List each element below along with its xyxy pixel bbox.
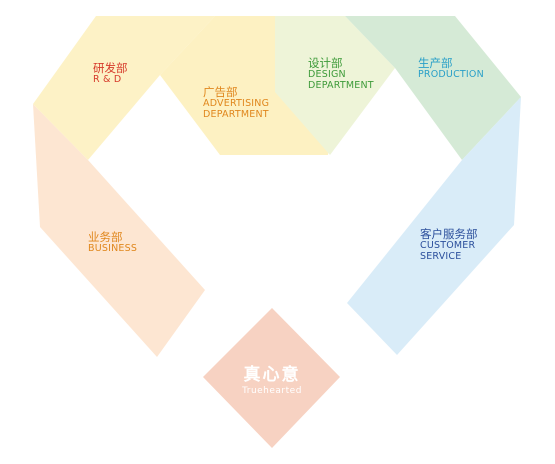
production-label: 生产部 PRODUCTION [418, 56, 484, 81]
service-band [347, 97, 521, 355]
rd-cn: 研发部 [93, 61, 128, 75]
advertising-en-line2: DEPARTMENT [203, 109, 269, 121]
business-en: BUSINESS [88, 243, 138, 255]
rd-en: R & D [93, 74, 122, 86]
service-cn: 客户服务部 [420, 227, 478, 241]
business-band [33, 104, 205, 357]
design-cn: 设计部 [308, 56, 343, 70]
design-en-line2: DEPARTMENT [308, 80, 374, 92]
service-label: 客户服务部 CUSTOMER SERVICE [420, 227, 478, 263]
design-en-line1: DESIGN [308, 69, 346, 81]
design-label: 设计部 DESIGN DEPARTMENT [308, 56, 374, 92]
service-en-line1: CUSTOMER [420, 240, 476, 252]
business-label: 业务部 BUSINESS [88, 230, 138, 255]
rd-label: 研发部 R & D [93, 61, 128, 86]
advertising-en-line1: ADVERTISING [203, 98, 270, 110]
production-cn: 生产部 [418, 56, 453, 70]
business-cn: 业务部 [88, 230, 123, 244]
rd-band [33, 16, 215, 160]
advertising-cn: 广告部 [203, 85, 238, 99]
advertising-label: 广告部 ADVERTISING DEPARTMENT [203, 85, 270, 121]
service-en-line2: SERVICE [420, 251, 462, 263]
production-en: PRODUCTION [418, 69, 484, 81]
center-cn: 真心意 [243, 365, 301, 385]
center-en: Truehearted [242, 385, 302, 396]
center-label: 真心意 Truehearted [222, 365, 322, 396]
production-band [345, 16, 521, 160]
center-diamond [203, 308, 340, 448]
design-band [275, 16, 395, 155]
